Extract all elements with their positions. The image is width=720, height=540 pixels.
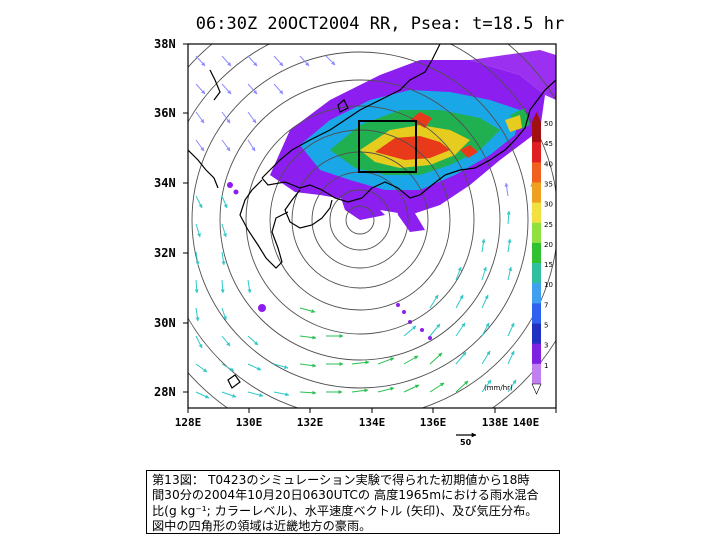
figure-title: 06:30Z 20OCT2004 RR, Psea: t=18.5 hr <box>195 14 565 34</box>
colorbar-swatch <box>532 363 541 385</box>
colorbar-level-label: 30 <box>544 201 553 209</box>
colorbar-swatch <box>532 222 541 244</box>
lon-label: 128E <box>175 416 202 429</box>
colorbar-unit: (mm/hr) <box>484 384 513 392</box>
reference-vector: 50 <box>456 432 477 447</box>
colorbar-level-label: 45 <box>544 140 553 148</box>
axis-ticks <box>183 43 557 413</box>
lon-label: 140E <box>513 416 540 429</box>
lat-label: 34N <box>154 176 176 190</box>
colorbar-level-label: 7 <box>544 301 548 309</box>
caption-line: 間30分の2004年10月20日0630UTCの 高度1965mにおける雨水混合 <box>152 488 539 503</box>
lat-label: 32N <box>154 246 176 260</box>
colorbar-swatch <box>532 343 541 365</box>
colorbar-level-label: 1 <box>544 362 548 370</box>
colorbar-swatch <box>532 202 541 224</box>
caption-line: 第13図： T0423のシミュレーション実験で得られた初期値から18時 <box>152 473 530 487</box>
colorbar-level-label: 20 <box>544 241 553 249</box>
colorbar: 50 45 40 35 30 25 20 15 10 7 5 3 1 <box>531 112 553 395</box>
lon-label: 138E <box>482 416 509 429</box>
wind-vectors <box>194 55 536 399</box>
colorbar-bottom-arrow <box>531 383 542 395</box>
heavy-rain-region-box <box>358 120 417 173</box>
figure-caption: 第13図： T0423のシミュレーション実験で得られた初期値から18時 間30分… <box>146 470 560 534</box>
reference-vector-label: 50 <box>460 438 472 447</box>
lon-label: 132E <box>297 416 324 429</box>
longitude-labels: 128E 130E 132E 134E 136E 138E 140E <box>175 416 540 429</box>
caption-line: 比(g kg⁻¹; カラーレベル)、水平速度ベクトル (矢印)、及び気圧分布。 <box>152 503 538 518</box>
colorbar-level-label: 35 <box>544 180 553 188</box>
caption-line: 図中の四角形の領域は近畿地方の豪雨。 <box>152 519 372 534</box>
colorbar-swatch <box>532 323 541 344</box>
colorbar-swatch <box>532 263 541 284</box>
lat-label: 30N <box>154 316 176 330</box>
colorbar-swatch <box>532 242 541 264</box>
colorbar-level-label: 3 <box>544 342 548 350</box>
coastlines <box>188 44 556 389</box>
colorbar-level-label: 15 <box>544 261 553 269</box>
colorbar-swatch <box>532 122 541 143</box>
colorbar-top-arrow <box>532 112 541 122</box>
colorbar-level-label: 40 <box>544 160 553 168</box>
colorbar-level-label: 50 <box>544 120 553 128</box>
lat-label: 38N <box>154 37 176 51</box>
lon-label: 130E <box>236 416 263 429</box>
latitude-labels: 38N 36N 34N 32N 30N 28N <box>154 37 176 399</box>
lat-label: 36N <box>154 106 176 120</box>
colorbar-level-label: 5 <box>544 322 548 330</box>
colorbar-swatch <box>532 142 541 163</box>
colorbar-swatch <box>532 283 541 304</box>
lon-label: 136E <box>420 416 447 429</box>
lat-label: 28N <box>154 385 176 399</box>
colorbar-swatch <box>532 162 541 183</box>
lon-label: 134E <box>359 416 386 429</box>
weather-map: 38N 36N 34N 32N 30N 28N 128E 130E 132E 1… <box>154 37 557 447</box>
colorbar-swatch <box>532 303 541 324</box>
colorbar-level-label: 25 <box>544 221 553 229</box>
colorbar-swatch <box>532 182 541 203</box>
colorbar-level-label: 10 <box>544 281 553 289</box>
